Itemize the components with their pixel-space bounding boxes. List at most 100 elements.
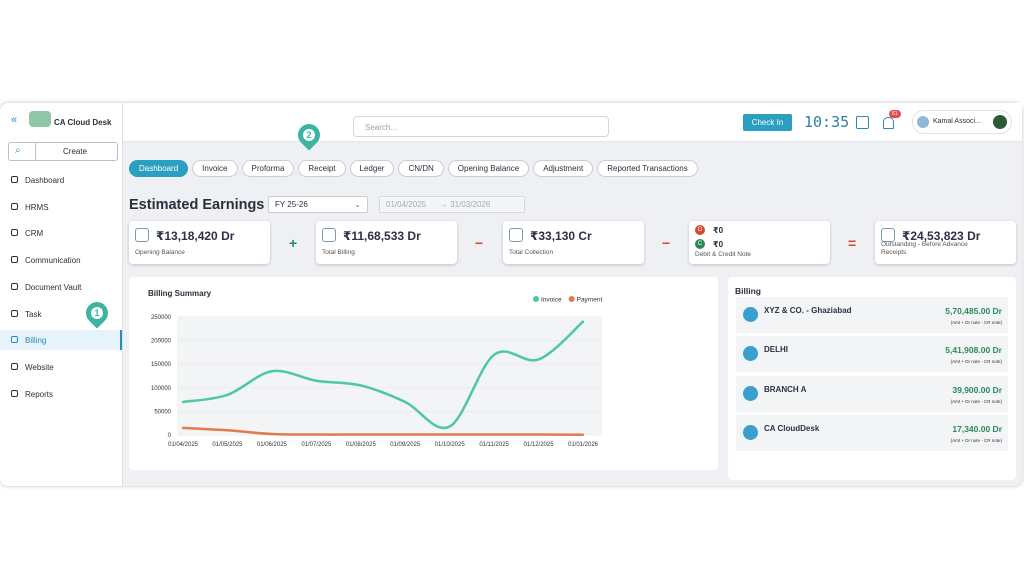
legend-swatch	[533, 296, 539, 302]
menu-icon	[11, 229, 18, 236]
credit-icon: C	[695, 239, 705, 249]
sidebar: « ⌕ Create Dashboard HRMS CRM Communication…	[0, 103, 123, 486]
user-menu[interactable]: Kamal Associ...	[912, 110, 1012, 134]
menu-label[interactable]: CRM	[25, 228, 44, 238]
create-box[interactable]: ⌕ Create	[8, 142, 118, 161]
menu-label[interactable]: HRMS	[25, 202, 49, 212]
fy-value[interactable]: FY 25-26	[275, 200, 308, 209]
card-label: Debit & Credit Note	[695, 251, 751, 258]
y-tick-label: 50000	[154, 409, 171, 415]
menu-item[interactable]: CRM	[0, 223, 122, 243]
item-note: (Amt + Dr note - CR note)	[950, 359, 1002, 365]
y-tick-label: 0	[168, 433, 172, 439]
menu-label[interactable]: Dashboard	[25, 175, 65, 185]
chart-panel: Billing Summary 0 50000 100000 150000 200000 2…	[129, 277, 718, 470]
billing-item[interactable]: CA CloudDesk 17,340.00 Dr (Amt + Dr note -…	[736, 414, 1008, 451]
menu-item[interactable]: Dashboard	[0, 170, 122, 190]
item-name: DELHI	[764, 345, 788, 355]
menu-item[interactable]: HRMS	[0, 197, 122, 217]
arrow: →	[440, 200, 449, 209]
menu-item[interactable]: Billing	[0, 330, 122, 350]
operator: −	[475, 235, 484, 251]
card-amount: ₹24,53,823 Dr	[902, 229, 981, 243]
menu-item[interactable]: Document Vault	[0, 277, 122, 297]
dropdown-caret: ⌄	[354, 200, 361, 209]
menu-icon	[11, 256, 18, 263]
user-logo	[917, 116, 929, 128]
tab[interactable]: Opening Balance	[447, 160, 530, 177]
tab[interactable]: CN/DN	[398, 160, 444, 177]
menu-label[interactable]: Website	[25, 362, 54, 372]
create-label[interactable]: Create	[63, 147, 88, 156]
x-tick-label: 01/07/2025	[301, 442, 332, 448]
calendar-icon[interactable]	[856, 116, 869, 129]
summary-card: ₹24,53,823 Dr Outstanding - Before Advanc…	[875, 221, 1016, 264]
section-title: Estimated Earnings	[129, 197, 265, 213]
x-tick-label: 01/04/2025	[168, 442, 199, 448]
item-amount: 5,70,485.00 Dr	[945, 306, 1002, 316]
search-icon[interactable]: ⌕	[15, 145, 21, 156]
menu-label[interactable]: Reports	[25, 389, 54, 399]
debit-amount: ₹0	[713, 226, 724, 235]
card-icon	[322, 228, 336, 242]
fy-select[interactable]: FY 25-26 ⌄	[268, 196, 368, 213]
topbar	[123, 103, 1022, 142]
menu-icon	[11, 310, 18, 317]
item-amount: 5,41,908.00 Dr	[945, 345, 1002, 356]
tab[interactable]: Proforma	[241, 160, 295, 177]
card-icon	[135, 228, 149, 242]
menu-item[interactable]: Communication	[0, 250, 122, 270]
avatar[interactable]	[993, 115, 1007, 129]
menu-item[interactable]: Task	[0, 304, 122, 324]
menu-icon	[11, 363, 18, 370]
menu-icon	[11, 336, 18, 343]
tab[interactable]: Invoice	[192, 160, 238, 177]
tab[interactable]: Ledger	[349, 160, 395, 177]
menu-icon	[11, 176, 18, 183]
summary-card: ₹11,68,533 Dr Total Billing	[316, 221, 457, 264]
tab[interactable]: Receipt	[298, 160, 346, 177]
billing-item[interactable]: BRANCH A 39,900.00 Dr (Amt + Dr note - CR …	[736, 375, 1008, 412]
x-tick-label: 01/06/2025	[257, 442, 288, 448]
tab[interactable]: Reported Transactions	[597, 160, 698, 177]
bell-icon[interactable]	[883, 117, 894, 129]
x-tick-label: 01/09/2025	[390, 442, 421, 448]
menu-label[interactable]: Communication	[25, 255, 81, 265]
logo-icon	[29, 111, 51, 127]
x-tick-label: 01/08/2025	[346, 442, 377, 448]
menu-label[interactable]: Task	[25, 309, 42, 319]
menu-label[interactable]: Billing	[25, 335, 47, 345]
card-amount: ₹11,68,533 Dr	[343, 229, 421, 243]
date-range[interactable]: 01/04/2025 → 31/03/2026	[379, 196, 525, 213]
credit-amount: ₹0	[713, 240, 724, 249]
card-amount: ₹13,18,420 Dr	[156, 229, 235, 243]
item-avatar	[743, 424, 758, 440]
divider	[35, 143, 36, 160]
menu-label[interactable]: Document Vault	[25, 282, 82, 292]
card-amount: ₹33,130 Cr	[530, 229, 592, 243]
tab[interactable]: Adjustment	[533, 160, 594, 177]
y-tick-label: 150000	[151, 362, 172, 368]
menu-item[interactable]: Reports	[0, 384, 122, 404]
tab[interactable]: Dashboard	[129, 160, 189, 177]
search-input[interactable]: Search...	[353, 116, 609, 137]
item-note: (Amt + Dr note - CR note)	[950, 398, 1002, 404]
y-tick-label: 250000	[151, 315, 172, 321]
operator: =	[848, 235, 857, 251]
menu-icon	[11, 390, 18, 397]
check-in-button[interactable]: Check In	[743, 114, 792, 131]
item-note: (Amt + Dr note - CR note)	[950, 320, 1002, 325]
item-avatar	[743, 307, 758, 322]
item-avatar	[743, 385, 758, 401]
menu-item[interactable]: Website	[0, 357, 122, 377]
billing-item[interactable]: DELHI 5,41,908.00 Dr (Amt + Dr note - CR n…	[736, 336, 1008, 373]
date-to: 31/03/2026	[450, 200, 491, 209]
item-amount: 39,900.00 Dr	[952, 384, 1002, 395]
tab-bar: Dashboard Invoice Proforma Receipt Ledger CN/…	[129, 160, 698, 177]
menu-icon	[11, 203, 18, 210]
collapse-button[interactable]: «	[11, 114, 18, 126]
item-name: XYZ & CO. - Ghaziabad	[764, 306, 852, 315]
billing-item[interactable]: XYZ & CO. - Ghaziabad 5,70,485.00 Dr (Amt …	[736, 297, 1008, 333]
user-name[interactable]: Kamal Associ...	[933, 118, 981, 125]
card-icon	[509, 228, 523, 242]
